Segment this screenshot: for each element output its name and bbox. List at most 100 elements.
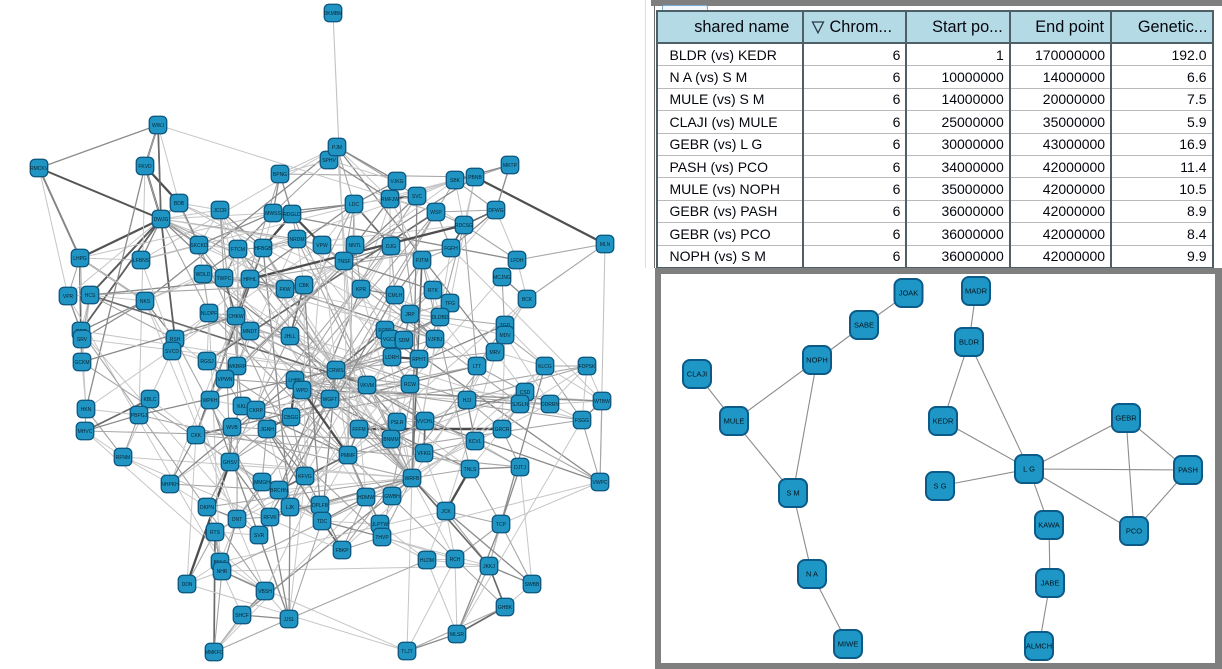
svg-text:RDGLD: RDGLD — [283, 212, 301, 218]
svg-text:RFNM: RFNM — [116, 455, 130, 461]
svg-text:WKBRP: WKBRP — [228, 364, 247, 370]
svg-text:SKCKD: SKCKD — [190, 243, 208, 249]
svg-text:NNTL: NNTL — [348, 243, 361, 249]
svg-text:FSGG: FSGG — [575, 418, 589, 424]
svg-text:JABE: JABE — [1041, 579, 1060, 588]
svg-text:FDPSK: FDPSK — [579, 364, 596, 370]
svg-text:HPHL: HPHL — [243, 277, 257, 283]
svg-text:HFBGB: HFBGB — [254, 246, 272, 252]
svg-text:JGNH: JGNH — [260, 427, 274, 433]
svg-text:KCVL: KCVL — [468, 439, 481, 445]
svg-text:PCO: PCO — [1126, 527, 1142, 536]
svg-text:VWPC: VWPC — [593, 480, 608, 486]
svg-text:S G: S G — [934, 482, 947, 491]
svg-text:GWBH: GWBH — [384, 494, 400, 500]
svg-text:NHPKH: NHPKH — [161, 482, 179, 488]
svg-text:SVC: SVC — [412, 194, 423, 200]
svg-text:L G: L G — [1023, 465, 1035, 474]
svg-text:RGSJ: RGSJ — [200, 359, 214, 365]
svg-text:HDMW: HDMW — [358, 495, 374, 501]
svg-text:GHBK: GHBK — [498, 605, 513, 611]
svg-text:CMLH: CMLH — [388, 293, 403, 299]
svg-text:GEBR: GEBR — [1115, 414, 1137, 423]
svg-text:DDN: DDN — [182, 582, 193, 588]
svg-text:VJKG: VJKG — [390, 179, 403, 185]
svg-text:HLDM: HLDM — [420, 558, 434, 564]
svg-text:WTBW: WTBW — [594, 399, 610, 405]
svg-text:RTK: RTK — [428, 288, 439, 294]
svg-text:LTT: LTT — [473, 364, 482, 370]
svg-text:DNT: DNT — [232, 517, 242, 523]
svg-text:TLJT: TLJT — [401, 649, 412, 655]
svg-text:PJM: PJM — [332, 145, 342, 151]
svg-text:MLSR: MLSR — [450, 632, 464, 638]
svg-text:JJSL: JJSL — [283, 617, 294, 623]
svg-text:TCP: TCP — [496, 522, 507, 528]
svg-text:CBGG: CBGG — [284, 415, 299, 421]
svg-text:RDCSG: RDCSG — [455, 223, 473, 229]
svg-text:VGCP: VGCP — [383, 337, 398, 343]
svg-text:SRV: SRV — [77, 337, 88, 343]
svg-text:JCCR: JCCR — [213, 208, 227, 214]
svg-text:VKVM: VKVM — [360, 383, 374, 389]
svg-text:DDRRN: DDRRN — [541, 402, 559, 408]
svg-text:LHBN: LHBN — [288, 378, 302, 384]
svg-text:MADR: MADR — [965, 287, 988, 296]
svg-text:GRCR: GRCR — [495, 427, 510, 433]
svg-text:LDC: LDC — [349, 202, 359, 208]
svg-text:VVCHL: VVCHL — [417, 419, 434, 425]
svg-text:WPKH: WPKH — [203, 398, 218, 404]
svg-text:DPLFB: DPLFB — [312, 503, 329, 509]
svg-text:FKVD: FKVD — [138, 164, 152, 170]
svg-text:MULE: MULE — [724, 417, 745, 426]
svg-text:PBPGJ: PBPGJ — [131, 413, 148, 419]
svg-text:NOPH: NOPH — [806, 356, 828, 365]
svg-text:CBK: CBK — [299, 283, 310, 289]
svg-text:WVB: WVB — [226, 425, 238, 431]
svg-text:WPD: WPD — [296, 388, 308, 394]
svg-text:S M: S M — [786, 489, 799, 498]
svg-text:RCW: RCW — [404, 382, 416, 388]
svg-text:TDC: TDC — [317, 519, 328, 525]
svg-text:HCS: HCS — [85, 293, 96, 299]
svg-text:MWSS: MWSS — [265, 211, 281, 217]
svg-text:SWBB: SWBB — [525, 582, 540, 588]
svg-text:FTCM: FTCM — [231, 247, 245, 253]
svg-text:DLDBD: DLDBD — [432, 315, 449, 321]
svg-text:DKPN: DKPN — [200, 505, 214, 511]
svg-text:CKRP: CKRP — [249, 408, 264, 414]
svg-text:NKS: NKS — [140, 299, 151, 305]
svg-text:DWJG: DWJG — [154, 217, 169, 223]
svg-text:MMGH: MMGH — [254, 480, 270, 486]
svg-text:SVR: SVR — [254, 533, 265, 539]
svg-text:HKN: HKN — [81, 407, 92, 413]
svg-text:BPNG: BPNG — [273, 172, 287, 178]
svg-text:CRWS: CRWS — [328, 368, 344, 374]
svg-text:MLN: MLN — [600, 242, 611, 248]
svg-text:KLCG: KLCG — [538, 364, 552, 370]
svg-text:JRP: JRP — [405, 312, 415, 318]
svg-text:JLPTW: JLPTW — [372, 522, 389, 528]
svg-text:BLDR: BLDR — [959, 338, 980, 347]
svg-text:SDM: SDM — [398, 338, 409, 344]
svg-text:WDLD: WDLD — [196, 272, 211, 278]
svg-text:LFBNS: LFBNS — [133, 258, 150, 264]
svg-text:RMFJW: RMFJW — [381, 197, 399, 203]
svg-text:MMKFC: MMKFC — [205, 650, 224, 656]
svg-text:PJTM: PJTM — [415, 258, 428, 264]
svg-text:CHKW: CHKW — [228, 314, 244, 320]
svg-text:WSP: WSP — [430, 210, 442, 216]
svg-text:TNSF: TNSF — [337, 259, 350, 265]
svg-text:SABE: SABE — [854, 321, 874, 330]
svg-text:DJG: DJG — [386, 244, 396, 250]
svg-text:VFKG: VFKG — [417, 451, 431, 457]
svg-text:MCJNG: MCJNG — [493, 275, 511, 281]
svg-text:ALMCH: ALMCH — [1026, 642, 1052, 651]
svg-text:PSLR: PSLR — [390, 420, 403, 426]
svg-text:SPHV: SPHV — [322, 158, 336, 164]
svg-text:NRDM: NRDM — [290, 237, 305, 243]
svg-text:MIWE: MIWE — [838, 640, 858, 649]
svg-text:BCK: BCK — [522, 297, 533, 303]
svg-text:SVCD: SVCD — [165, 349, 179, 355]
svg-text:LJK: LJK — [286, 505, 295, 511]
